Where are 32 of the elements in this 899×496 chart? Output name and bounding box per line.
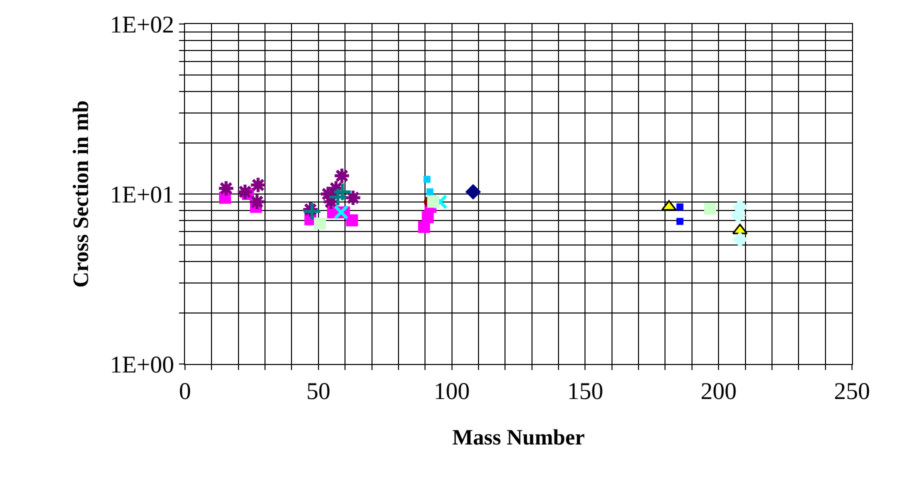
point bbox=[236, 183, 254, 201]
point bbox=[427, 196, 440, 208]
point bbox=[248, 193, 266, 210]
y-tick-label: 1E+02 bbox=[110, 12, 174, 38]
point bbox=[217, 180, 235, 198]
point bbox=[332, 182, 352, 202]
x-axis-title: Mass Number bbox=[452, 424, 586, 450]
point bbox=[423, 176, 430, 183]
point bbox=[676, 203, 684, 210]
x-tick-label: 0 bbox=[179, 378, 191, 405]
point bbox=[333, 167, 351, 184]
point bbox=[328, 187, 348, 207]
point bbox=[676, 218, 684, 225]
point bbox=[426, 188, 434, 196]
x-tick-label: 200 bbox=[700, 378, 737, 405]
x-tick-label: 100 bbox=[434, 378, 470, 405]
x-tick-label: 150 bbox=[567, 378, 604, 405]
point bbox=[432, 194, 448, 210]
point bbox=[249, 176, 267, 194]
point bbox=[344, 189, 362, 206]
point bbox=[334, 204, 349, 220]
x-tick-label: 250 bbox=[834, 378, 870, 405]
point bbox=[465, 184, 481, 200]
point bbox=[346, 214, 358, 226]
y-tick-label: 1E+01 bbox=[110, 182, 174, 208]
point bbox=[302, 202, 322, 222]
point bbox=[704, 202, 716, 215]
y-axis-title: Cross Section in mb bbox=[68, 100, 93, 288]
point bbox=[732, 232, 748, 248]
x-tick-label: 50 bbox=[306, 378, 330, 405]
y-tick-label: 1E+00 bbox=[110, 352, 174, 378]
point bbox=[314, 218, 326, 230]
